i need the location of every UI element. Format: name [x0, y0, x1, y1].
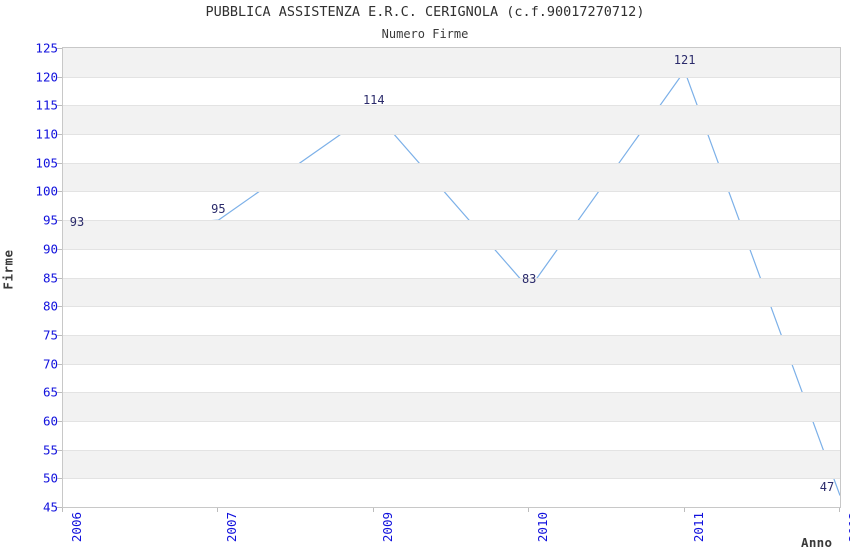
y-axis-tick-mark: [57, 306, 62, 308]
gridline: [63, 363, 840, 365]
y-axis-tick-label: 60: [42, 413, 58, 429]
gridline: [63, 76, 840, 78]
y-axis-tick-label: 55: [42, 442, 58, 458]
data-point-label: 114: [362, 93, 385, 108]
x-axis-title: Anno: [801, 535, 833, 550]
x-axis-tick-mark: [217, 508, 219, 512]
gridline: [63, 277, 840, 279]
x-axis-tick-mark: [528, 508, 530, 512]
y-axis-tick-label: 75: [42, 327, 58, 343]
x-axis: 2006 2007 2009 2010 2011 2012 Anno: [62, 508, 850, 550]
y-axis-tick-mark: [57, 248, 62, 250]
gridline: [63, 478, 840, 480]
y-axis-tick-label: 80: [42, 298, 58, 314]
y-axis-tick-mark: [57, 191, 62, 193]
y-axis-tick-label: 70: [42, 356, 58, 372]
y-axis: 45 50 55 60 65 70 75 80 85 90 95 100 105 110 115 120 125: [0, 41, 62, 515]
y-axis-tick-mark: [57, 420, 62, 422]
x-axis-tick-label: 2007: [224, 512, 240, 543]
y-axis-tick-mark: [57, 162, 62, 164]
data-point-label: 93: [69, 214, 85, 229]
grid-band: [63, 220, 840, 249]
gridline: [63, 134, 840, 136]
gridline: [63, 334, 840, 336]
y-axis-tick-label: 45: [42, 499, 58, 515]
y-axis-tick-mark: [57, 134, 62, 136]
chart-title: PUBBLICA ASSISTENZA E.R.C. CERIGNOLA (c.…: [205, 4, 645, 20]
y-axis-tick-label: 115: [35, 97, 58, 113]
gridline: [63, 162, 840, 164]
gridline: [63, 306, 840, 308]
gridline: [63, 191, 840, 193]
x-axis-tick-mark: [372, 508, 374, 512]
y-axis-tick-mark: [57, 76, 62, 78]
y-axis-tick-mark: [57, 363, 62, 365]
x-axis-tick-mark: [839, 508, 840, 512]
plot-area: 93 95 114 83 121 47: [62, 47, 841, 508]
chart-subtitle: Numero Firme: [381, 27, 469, 41]
grid-band: [63, 392, 840, 421]
x-axis-tick-label: 2006: [69, 512, 84, 543]
gridline: [63, 105, 840, 107]
gridline: [63, 449, 840, 451]
grid-band: [63, 48, 840, 77]
y-axis-tick-label: 110: [35, 126, 58, 142]
y-axis-title: Firme: [0, 249, 16, 290]
grid-band: [63, 162, 840, 192]
x-axis-tick-label: 2012: [846, 512, 850, 543]
y-axis-tick-mark: [57, 449, 62, 451]
x-axis-tick-mark: [62, 508, 63, 512]
y-axis-tick-label: 65: [42, 384, 58, 400]
y-axis-tick-label: 120: [35, 69, 58, 85]
y-axis-tick-mark: [57, 507, 62, 508]
gridline: [63, 392, 840, 394]
x-axis-tick-label: 2009: [379, 512, 395, 543]
y-axis-tick-label: 105: [35, 155, 58, 171]
gridline: [63, 420, 840, 422]
y-axis-tick-label: 90: [42, 241, 58, 257]
y-axis-tick-label: 125: [35, 40, 58, 56]
y-axis-tick-label: 85: [42, 270, 58, 285]
data-point-label: 121: [673, 52, 696, 67]
grid-band: [63, 334, 840, 364]
grid-band: [63, 277, 840, 307]
y-axis-tick-mark: [57, 478, 62, 480]
data-point-label: 83: [521, 271, 537, 286]
y-axis-tick-mark: [57, 48, 62, 49]
y-axis-tick-label: 50: [42, 470, 58, 486]
y-axis-tick-label: 100: [35, 183, 58, 199]
x-axis-tick-label: 2010: [535, 512, 551, 543]
y-axis-tick-mark: [57, 220, 62, 222]
gridline: [63, 220, 840, 222]
data-point-label: 95: [211, 202, 226, 217]
y-axis-tick-label: 95: [42, 212, 58, 228]
gridline: [63, 248, 840, 250]
grid-band: [63, 449, 840, 479]
y-axis-tick-mark: [57, 334, 62, 336]
x-axis-tick-label: 2011: [690, 512, 706, 543]
data-point-label: 47: [819, 479, 835, 494]
y-axis-tick-mark: [57, 392, 62, 394]
y-axis-tick-mark: [57, 105, 62, 107]
x-axis-tick-mark: [683, 508, 685, 512]
y-axis-tick-mark: [57, 277, 62, 279]
grid-band: [63, 105, 840, 135]
